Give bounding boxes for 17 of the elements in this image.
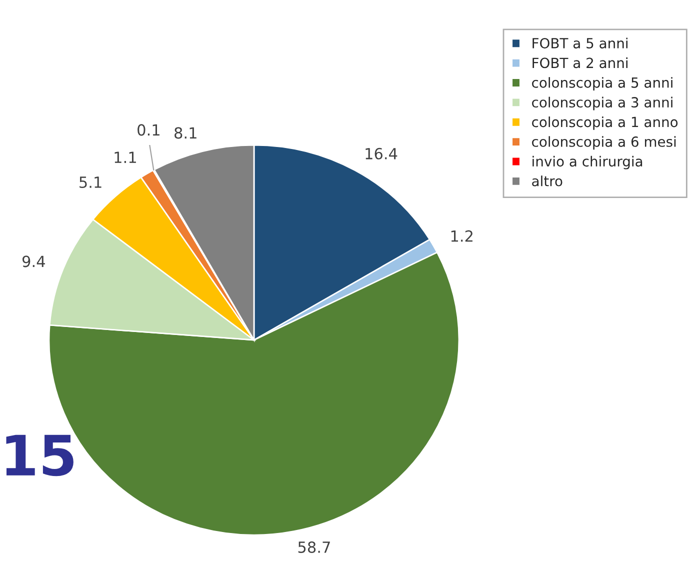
legend-label: colonscopia a 3 anni xyxy=(532,96,672,110)
data-label: 1.1 xyxy=(114,152,136,163)
data-label: 1.2 xyxy=(451,230,472,242)
text: 15 xyxy=(6,434,74,476)
data-label: 5.1 xyxy=(80,176,102,188)
data-label: 9.4 xyxy=(22,256,45,268)
data-label: 8.1 xyxy=(174,127,196,139)
legend-label: FOBT a 2 anni xyxy=(532,57,628,68)
legend-label: altro xyxy=(532,176,562,186)
data-label: 16.4 xyxy=(366,148,398,160)
data-label: 0.1 xyxy=(138,124,160,136)
legend-label: colonscopia a 5 anni xyxy=(532,77,672,91)
data-label: 58.7 xyxy=(298,541,330,553)
legend-label: colonscopia a 1 anno xyxy=(532,116,678,130)
legend-label: FOBT a 5 anni xyxy=(532,38,628,48)
legend-label: invio a chirurgia xyxy=(532,156,642,170)
legend-label: colonscopia a 6 mesi xyxy=(532,136,676,150)
